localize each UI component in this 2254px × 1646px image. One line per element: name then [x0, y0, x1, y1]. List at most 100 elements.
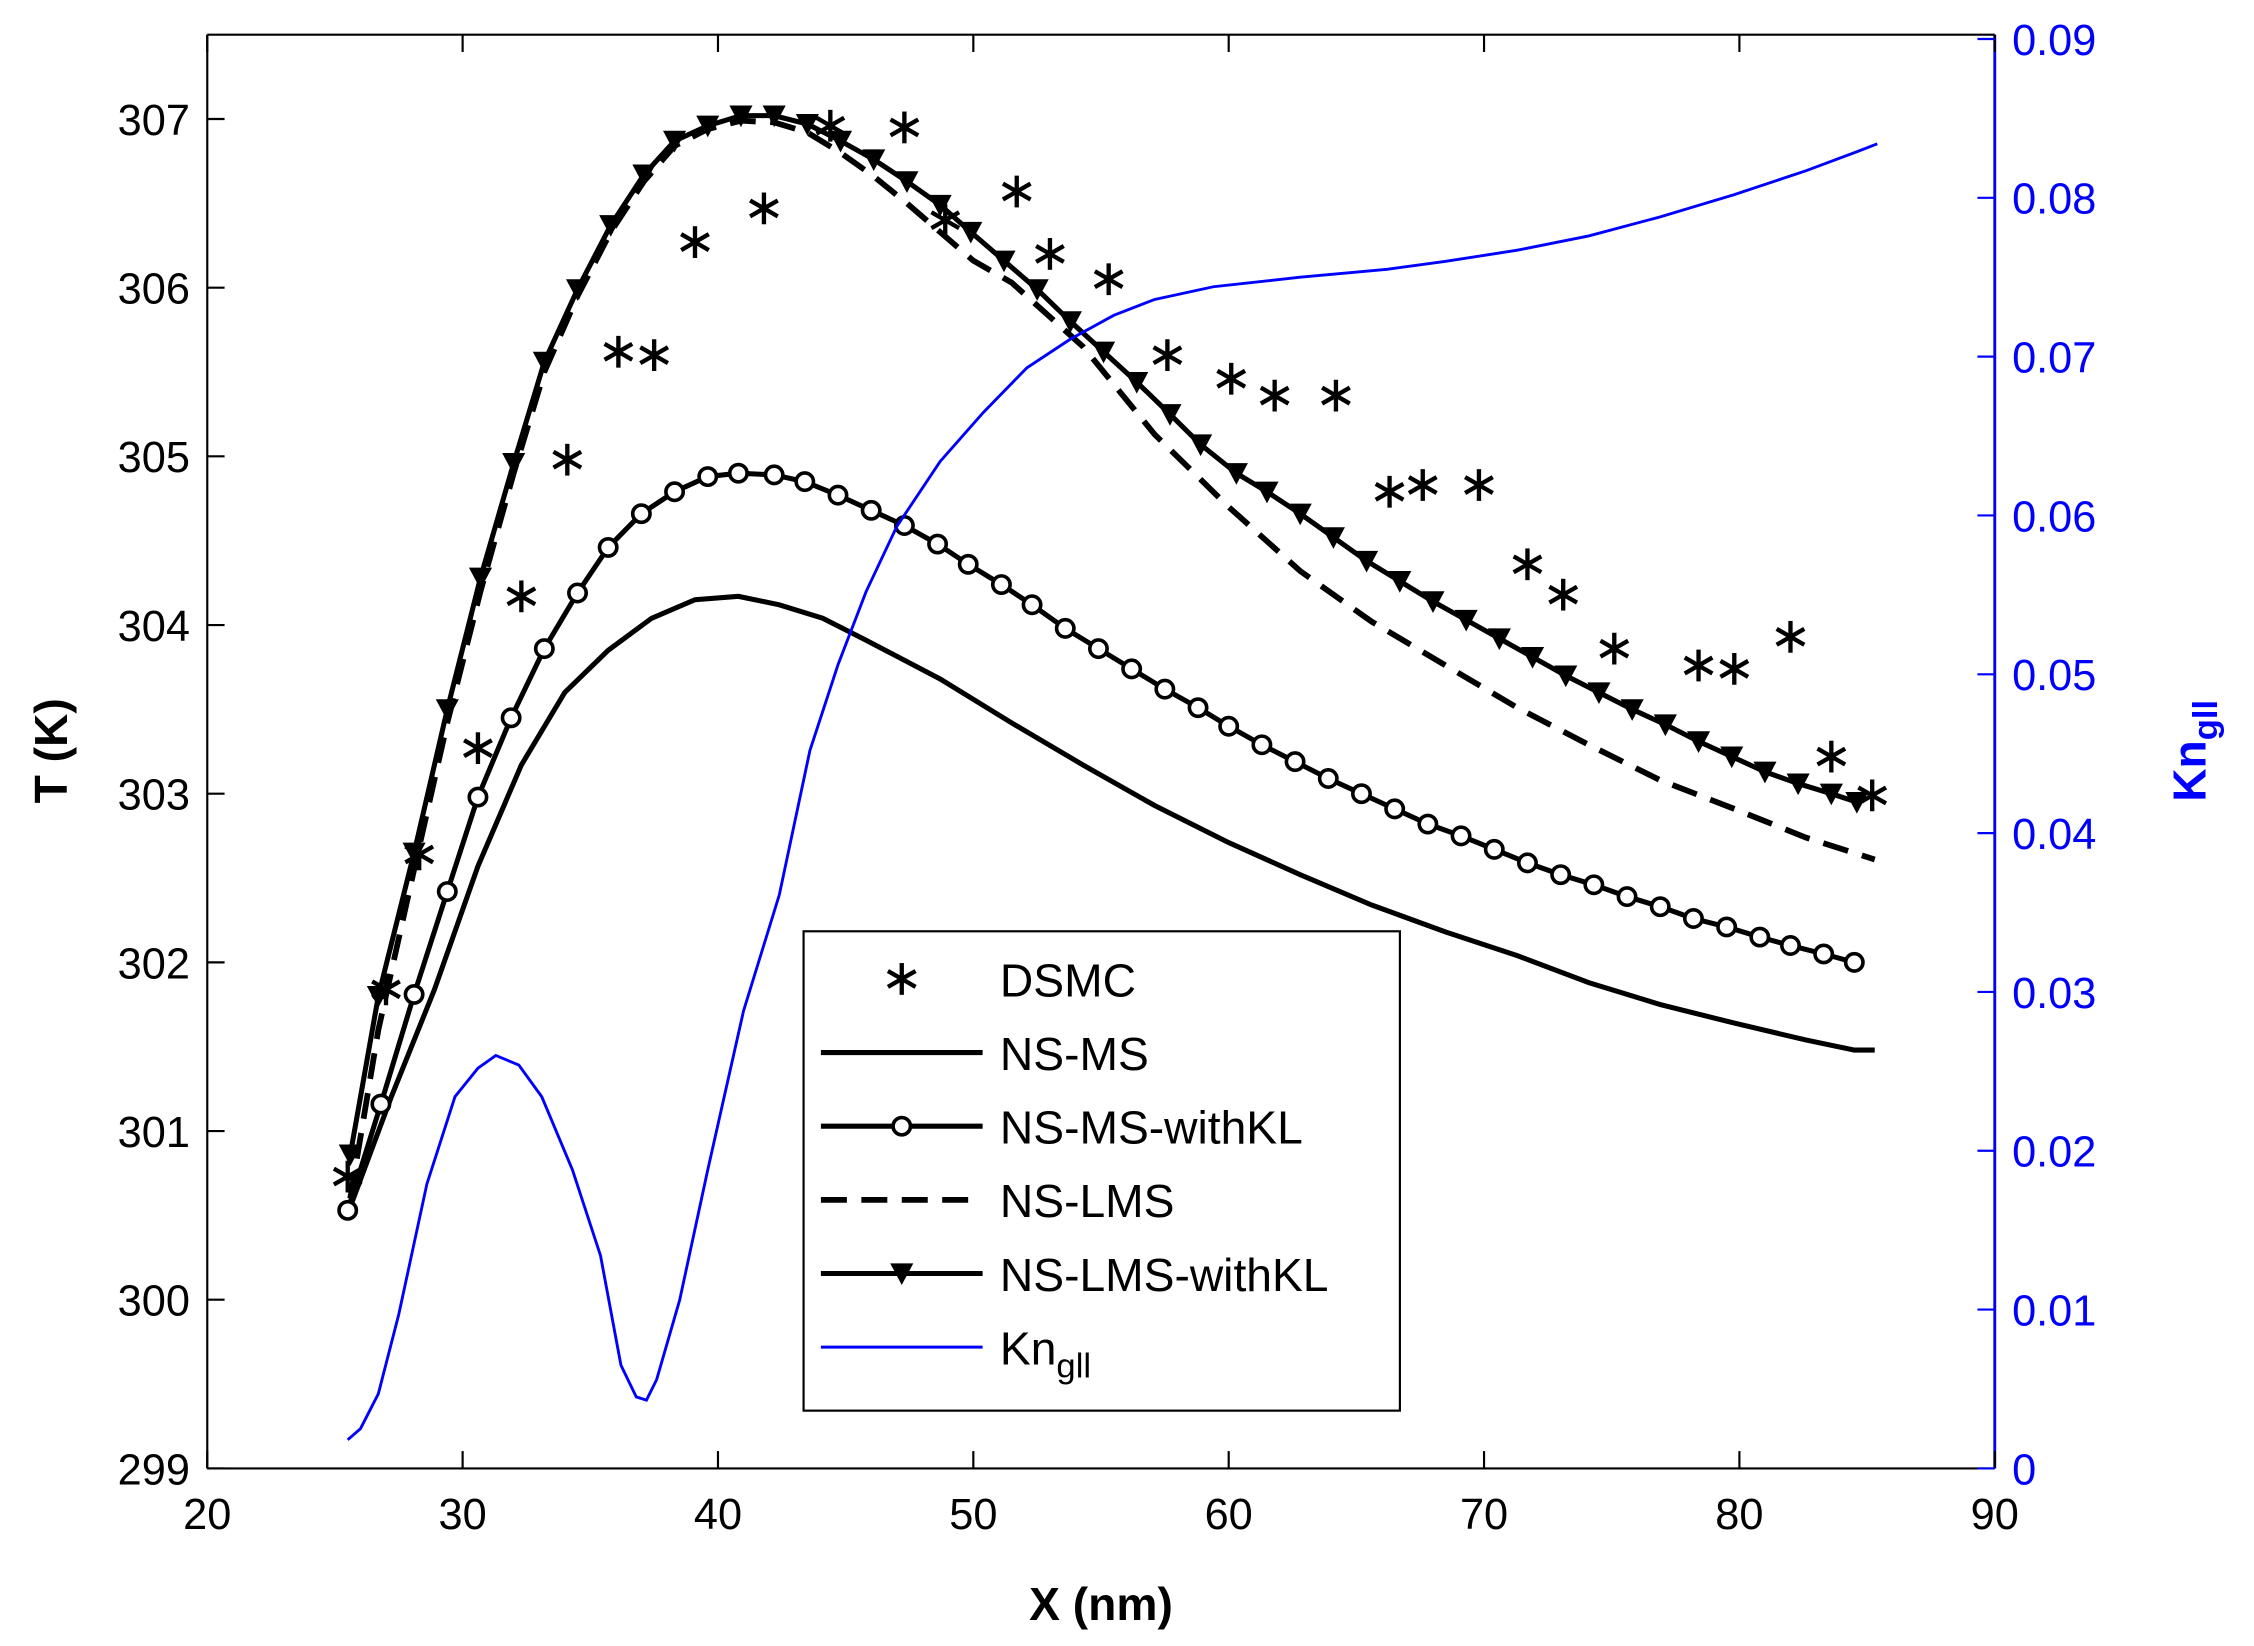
ns-ms-withkl-point	[1749, 926, 1771, 948]
y-axis-label: T (K)	[25, 698, 77, 803]
ns-lms-line	[347, 117, 1876, 1199]
dsmc-point	[463, 732, 493, 765]
ns-ms-withkl-point	[403, 983, 425, 1005]
dsmc-point	[1512, 548, 1543, 581]
asterisk-stroke	[639, 345, 670, 365]
asterisk-stroke	[1001, 181, 1032, 202]
y2-tick-label: 0.08	[2012, 176, 2096, 224]
dsmc-point	[1816, 740, 1847, 773]
dsmc-point	[1374, 475, 1405, 508]
ns-ms-withkl-point	[1218, 715, 1240, 737]
ns-lms-withkl-point	[1125, 372, 1149, 394]
ns-lms-withkl-point	[402, 842, 426, 865]
ns-lms-withkl-point	[1454, 609, 1478, 632]
ns-lms-withkl-point	[1224, 463, 1248, 485]
y2-tick-label: 0.03	[2012, 970, 2096, 1018]
x-tick-label: 90	[1971, 1491, 2019, 1539]
ns-lms-withkl-point	[1753, 761, 1777, 784]
asterisk-stroke	[332, 1166, 363, 1187]
legend-label: NS-LMS	[1000, 1175, 1175, 1227]
ns-lms-withkl-point	[1587, 682, 1611, 705]
legend-label: NS-MS-withKL	[1000, 1102, 1303, 1154]
y2-tick-label: 0.02	[2012, 1129, 2096, 1177]
x-tick-label: 40	[694, 1491, 742, 1539]
ns-lms-withkl-point	[1388, 571, 1412, 593]
ns-lms-withkl-point	[762, 105, 786, 128]
legend-box	[802, 930, 1401, 1412]
ns-lms-withkl-point	[1058, 311, 1082, 333]
ns-lms-withkl-point	[1421, 591, 1445, 613]
legend-label-sub: gll	[1056, 1347, 1091, 1385]
ns-lms-withkl-point	[338, 1144, 362, 1167]
ns-ms-withkl-point	[1616, 886, 1638, 908]
ns-ms-withkl-point	[927, 533, 949, 555]
dsmc-point	[1001, 175, 1032, 208]
ns-lms-withkl-point	[1487, 628, 1511, 651]
y-tick-label: 305	[118, 434, 190, 482]
ns-ms-withkl-point	[827, 484, 849, 506]
y-tick-label: 300	[118, 1278, 190, 1326]
y2-tick-label: 0.01	[2012, 1287, 2096, 1335]
ns-lms-withkl-point	[795, 113, 819, 136]
ns-ms-withkl-point	[1351, 783, 1372, 805]
dsmc-point	[506, 580, 537, 613]
dsmc-point	[889, 111, 920, 144]
ns-lms-withkl-point	[1092, 341, 1116, 364]
dsmc-point	[1152, 339, 1183, 372]
asterisk-stroke	[1093, 269, 1124, 290]
ns-ms-withkl-point	[1813, 943, 1835, 965]
ns-lms-withkl-point	[1653, 714, 1677, 737]
ns-ms-withkl-point	[794, 471, 816, 493]
legend-label: NS-LMS-withKL	[1000, 1249, 1329, 1301]
dsmc-point	[639, 339, 670, 372]
ns-lms-withkl-point	[1819, 783, 1843, 806]
asterisk-stroke	[1599, 638, 1630, 659]
ns-lms-withkl-point	[729, 105, 753, 128]
ns-ms-withkl-point	[533, 638, 555, 660]
y2-tick-label: 0.05	[2012, 652, 2096, 700]
ns-ms-withkl-point	[1583, 874, 1605, 896]
asterisk-stroke	[1816, 746, 1847, 767]
ns-lms-withkl-point	[1686, 731, 1711, 753]
legend-item-ns-ms-withkl: NS-MS-withKL	[820, 1102, 1303, 1154]
ns-ms-withkl-point	[1780, 935, 1801, 956]
asterisk-stroke	[1321, 385, 1351, 406]
legend-swatch-marker	[891, 1115, 913, 1137]
ns-ms-withkl-point	[1516, 852, 1538, 874]
legend-swatch-marker	[886, 963, 917, 995]
y2-tick-label: 0.09	[2012, 17, 2096, 65]
asterisk-stroke	[506, 586, 537, 607]
legend-label: DSMC	[1000, 954, 1136, 1006]
x-tick-label: 30	[439, 1491, 487, 1539]
dsmc-point	[1683, 649, 1714, 682]
ns-lms-withkl-point	[1255, 481, 1279, 504]
ns-lms-withkl-point	[366, 986, 390, 1008]
y2-tick-label: 0	[2012, 1446, 2036, 1494]
x-axis-label: X (nm)	[1029, 1578, 1173, 1630]
y2-tick-label: 0.04	[2012, 811, 2096, 859]
ns-ms-withkl-point	[1187, 697, 1209, 719]
dsmc-point	[1035, 238, 1065, 270]
asterisk-stroke	[1512, 554, 1543, 575]
asterisk-stroke	[886, 969, 917, 989]
ns-ms-withkl-point	[1450, 825, 1472, 847]
ns-ms-withkl-point	[1087, 638, 1109, 660]
ns-ms-withkl-point	[1154, 678, 1176, 700]
ns-lms-withkl-point	[502, 452, 526, 475]
dsmc-point	[1775, 620, 1806, 653]
dsmc-point	[1093, 263, 1124, 296]
asterisk-stroke	[1035, 244, 1065, 264]
ns-lms-withkl-point	[1355, 550, 1379, 573]
ns-ms-withkl-point	[597, 536, 619, 558]
ns-lms-withkl-point	[532, 351, 556, 374]
ns-ms-withkl-point	[697, 466, 719, 488]
series-ns-ms	[345, 593, 1875, 1215]
ns-ms-withkl-point	[860, 499, 882, 521]
series-ns-lms-withkl	[338, 105, 1869, 1167]
ns-lms-withkl-point	[632, 164, 656, 187]
ns-ms-withkl-point	[370, 1093, 392, 1115]
asterisk-stroke	[1374, 481, 1405, 502]
ns-lms-withkl-point	[1158, 404, 1182, 426]
ns-lms-withkl-point	[1288, 503, 1312, 526]
dsmc-point	[1719, 652, 1750, 685]
